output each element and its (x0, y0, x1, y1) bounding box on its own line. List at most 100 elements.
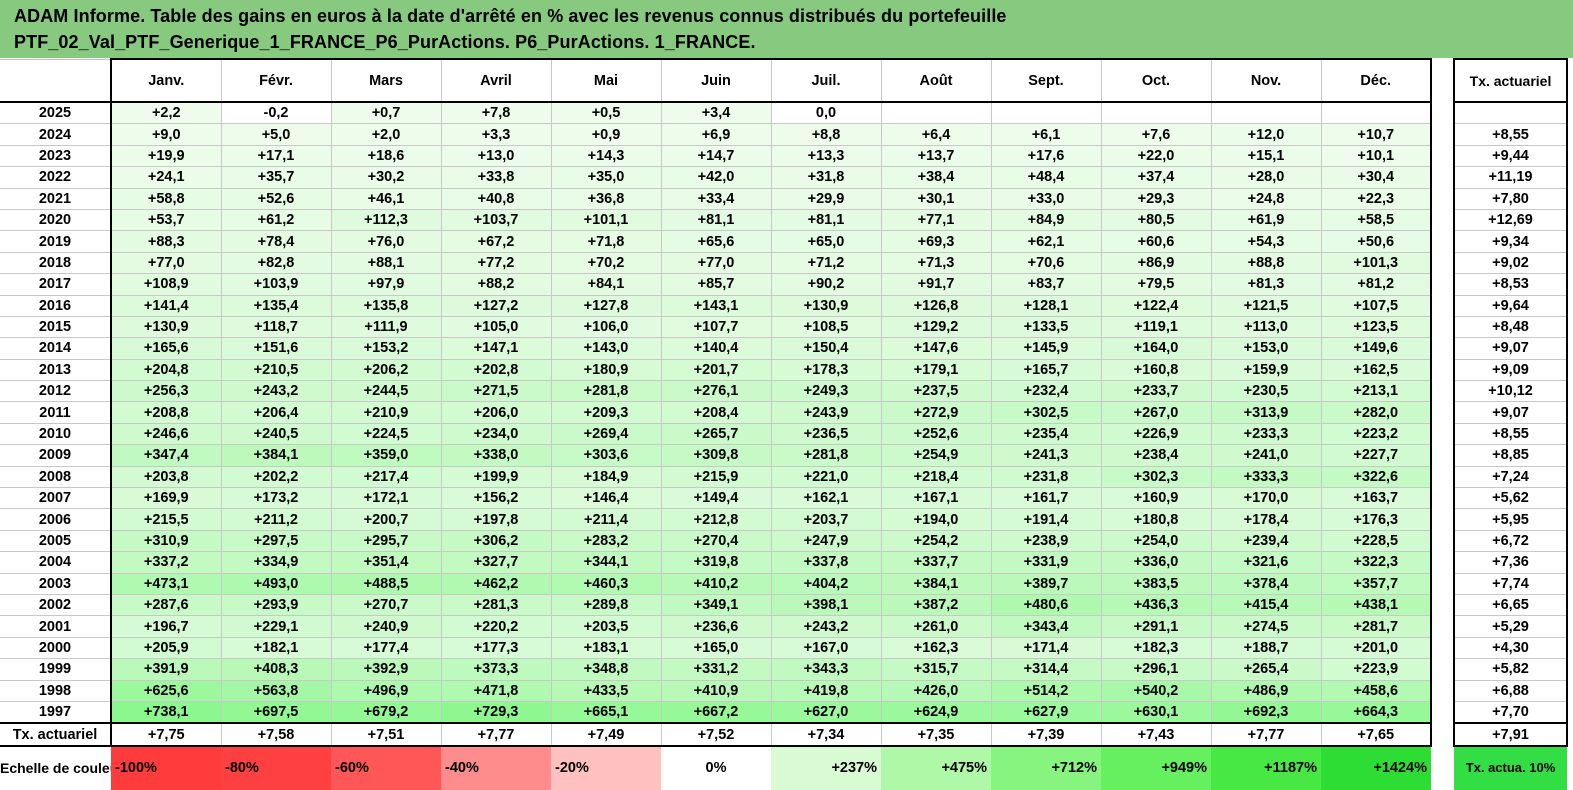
gain-cell: +237,5 (880, 380, 992, 403)
color-scale-swatch: -100% (111, 745, 221, 790)
gain-cell: +333,3 (1210, 465, 1322, 489)
color-scale-swatch: -40% (441, 745, 551, 790)
year-label: 2008 (0, 465, 112, 489)
gain-cell: +426,0 (880, 679, 992, 702)
gain-cell: +256,3 (110, 380, 222, 403)
gain-cell: +65,6 (660, 230, 772, 253)
gain-cell: +473,1 (110, 572, 222, 595)
monthly-rate-cell: +7,65 (1320, 722, 1432, 747)
gain-cell: +338,0 (440, 444, 552, 467)
gain-cell: +254,0 (1100, 529, 1212, 553)
side-row (1453, 101, 1568, 125)
gain-cell: +254,2 (880, 529, 992, 553)
gain-cell: +17,6 (990, 144, 1102, 168)
rate-cell (1453, 101, 1568, 125)
gain-cell: +22,3 (1320, 187, 1432, 210)
gain-cell: +293,9 (220, 593, 332, 617)
gain-cell: +61,2 (220, 208, 332, 232)
year-row: 2009 +347,4 +384,1 +359,0 +338,0 +303,6 +309,8… (0, 444, 1432, 467)
gain-cell: +179,1 (880, 358, 992, 382)
gain-cell: +36,8 (550, 187, 662, 210)
year-label: 2001 (0, 615, 112, 638)
gain-cell: +210,9 (330, 401, 442, 424)
year-label: 2007 (0, 487, 112, 510)
gain-cell: +77,2 (440, 251, 552, 275)
year-row: 2015 +130,9 +118,7 +111,9 +105,0 +106,0 +107,7… (0, 315, 1432, 339)
gain-cell: +630,1 (1100, 700, 1212, 724)
rate-cell: +8,53 (1453, 273, 1568, 296)
gain-cell: +233,7 (1100, 380, 1212, 403)
gain-cell: +141,4 (110, 294, 222, 317)
gain-cell: +480,6 (990, 593, 1102, 617)
gain-cell: +177,3 (440, 636, 552, 660)
gain-cell: +496,9 (330, 679, 442, 702)
gain-cell: +209,3 (550, 401, 662, 424)
side-row: +9,64 (1453, 294, 1568, 317)
gain-cell: +410,9 (660, 679, 772, 702)
gain-cell: +169,9 (110, 487, 222, 510)
gain-cell: +282,0 (1320, 401, 1432, 424)
gain-cell: +97,9 (330, 273, 442, 296)
gain-cell: +130,9 (770, 294, 882, 317)
year-label: 2021 (0, 187, 112, 210)
gain-cell: -0,2 (220, 101, 332, 125)
gain-cell: +8,8 (770, 123, 882, 146)
monthly-rate-cell: +7,35 (880, 722, 992, 747)
gain-cell: +69,3 (880, 230, 992, 253)
gain-cell: +471,8 (440, 679, 552, 702)
gain-cell: +151,6 (220, 337, 332, 360)
gain-cell: +665,1 (550, 700, 662, 724)
gain-cell: +202,2 (220, 465, 332, 489)
gain-cell: +62,1 (990, 230, 1102, 253)
gain-cell: +14,3 (550, 144, 662, 168)
gain-cell: +229,1 (220, 615, 332, 638)
gain-cell: +22,0 (1100, 144, 1212, 168)
gain-cell: +7,8 (440, 101, 552, 125)
gain-cell: +122,4 (1100, 294, 1212, 317)
side-row: +6,65 (1453, 593, 1568, 617)
gain-cell: +103,7 (440, 208, 552, 232)
gain-cell: +243,2 (220, 380, 332, 403)
gain-cell: +82,8 (220, 251, 332, 275)
month-header: Oct. (1100, 58, 1212, 103)
gain-cell: +33,4 (660, 187, 772, 210)
side-row: +7,70 (1453, 700, 1568, 724)
gain-cell: +398,1 (770, 593, 882, 617)
rate-cell: +6,72 (1453, 529, 1568, 553)
year-label: 2014 (0, 337, 112, 360)
gain-cell: +287,6 (110, 593, 222, 617)
gain-cell: +70,2 (550, 251, 662, 275)
rate-cell: +11,19 (1453, 166, 1568, 189)
side-row: +9,34 (1453, 230, 1568, 253)
gain-cell: +2,2 (110, 101, 222, 125)
gain-cell: +313,9 (1210, 401, 1322, 424)
gain-cell: +3,3 (440, 123, 552, 146)
gain-cell: +200,7 (330, 508, 442, 531)
rate-cell: +5,95 (1453, 508, 1568, 531)
gain-cell: +162,3 (880, 636, 992, 660)
gain-cell: +224,5 (330, 422, 442, 446)
rate-cell: +5,29 (1453, 615, 1568, 638)
monthly-rate-cell: +7,75 (110, 722, 222, 747)
gain-cell: +243,9 (770, 401, 882, 424)
gain-cell: +88,1 (330, 251, 442, 275)
gain-cell: +128,1 (990, 294, 1102, 317)
gain-cell: +52,6 (220, 187, 332, 210)
year-row: 2013 +204,8 +210,5 +206,2 +202,8 +180,9 +201,7… (0, 358, 1432, 382)
year-label: 2000 (0, 636, 112, 660)
gain-cell: +321,6 (1210, 551, 1322, 574)
year-row: 1997 +738,1 +697,5 +679,2 +729,3 +665,1 +667,2… (0, 700, 1432, 724)
gain-cell: +13,3 (770, 144, 882, 168)
gain-cell: +202,8 (440, 358, 552, 382)
gain-cell: +71,2 (770, 251, 882, 275)
year-row: 2018 +77,0 +82,8 +88,1 +77,2 +70,2 +77,0 +71,2 +… (0, 251, 1432, 275)
color-scale-swatch: +237% (771, 745, 881, 790)
gain-cell: +10,1 (1320, 144, 1432, 168)
rate-cell: +5,82 (1453, 658, 1568, 681)
gain-cell: +347,4 (110, 444, 222, 467)
gain-cell: +241,0 (1210, 444, 1322, 467)
gain-cell: +458,6 (1320, 679, 1432, 702)
gain-cell: +17,1 (220, 144, 332, 168)
gain-cell: +236,5 (770, 422, 882, 446)
gain-cell: +160,9 (1100, 487, 1212, 510)
